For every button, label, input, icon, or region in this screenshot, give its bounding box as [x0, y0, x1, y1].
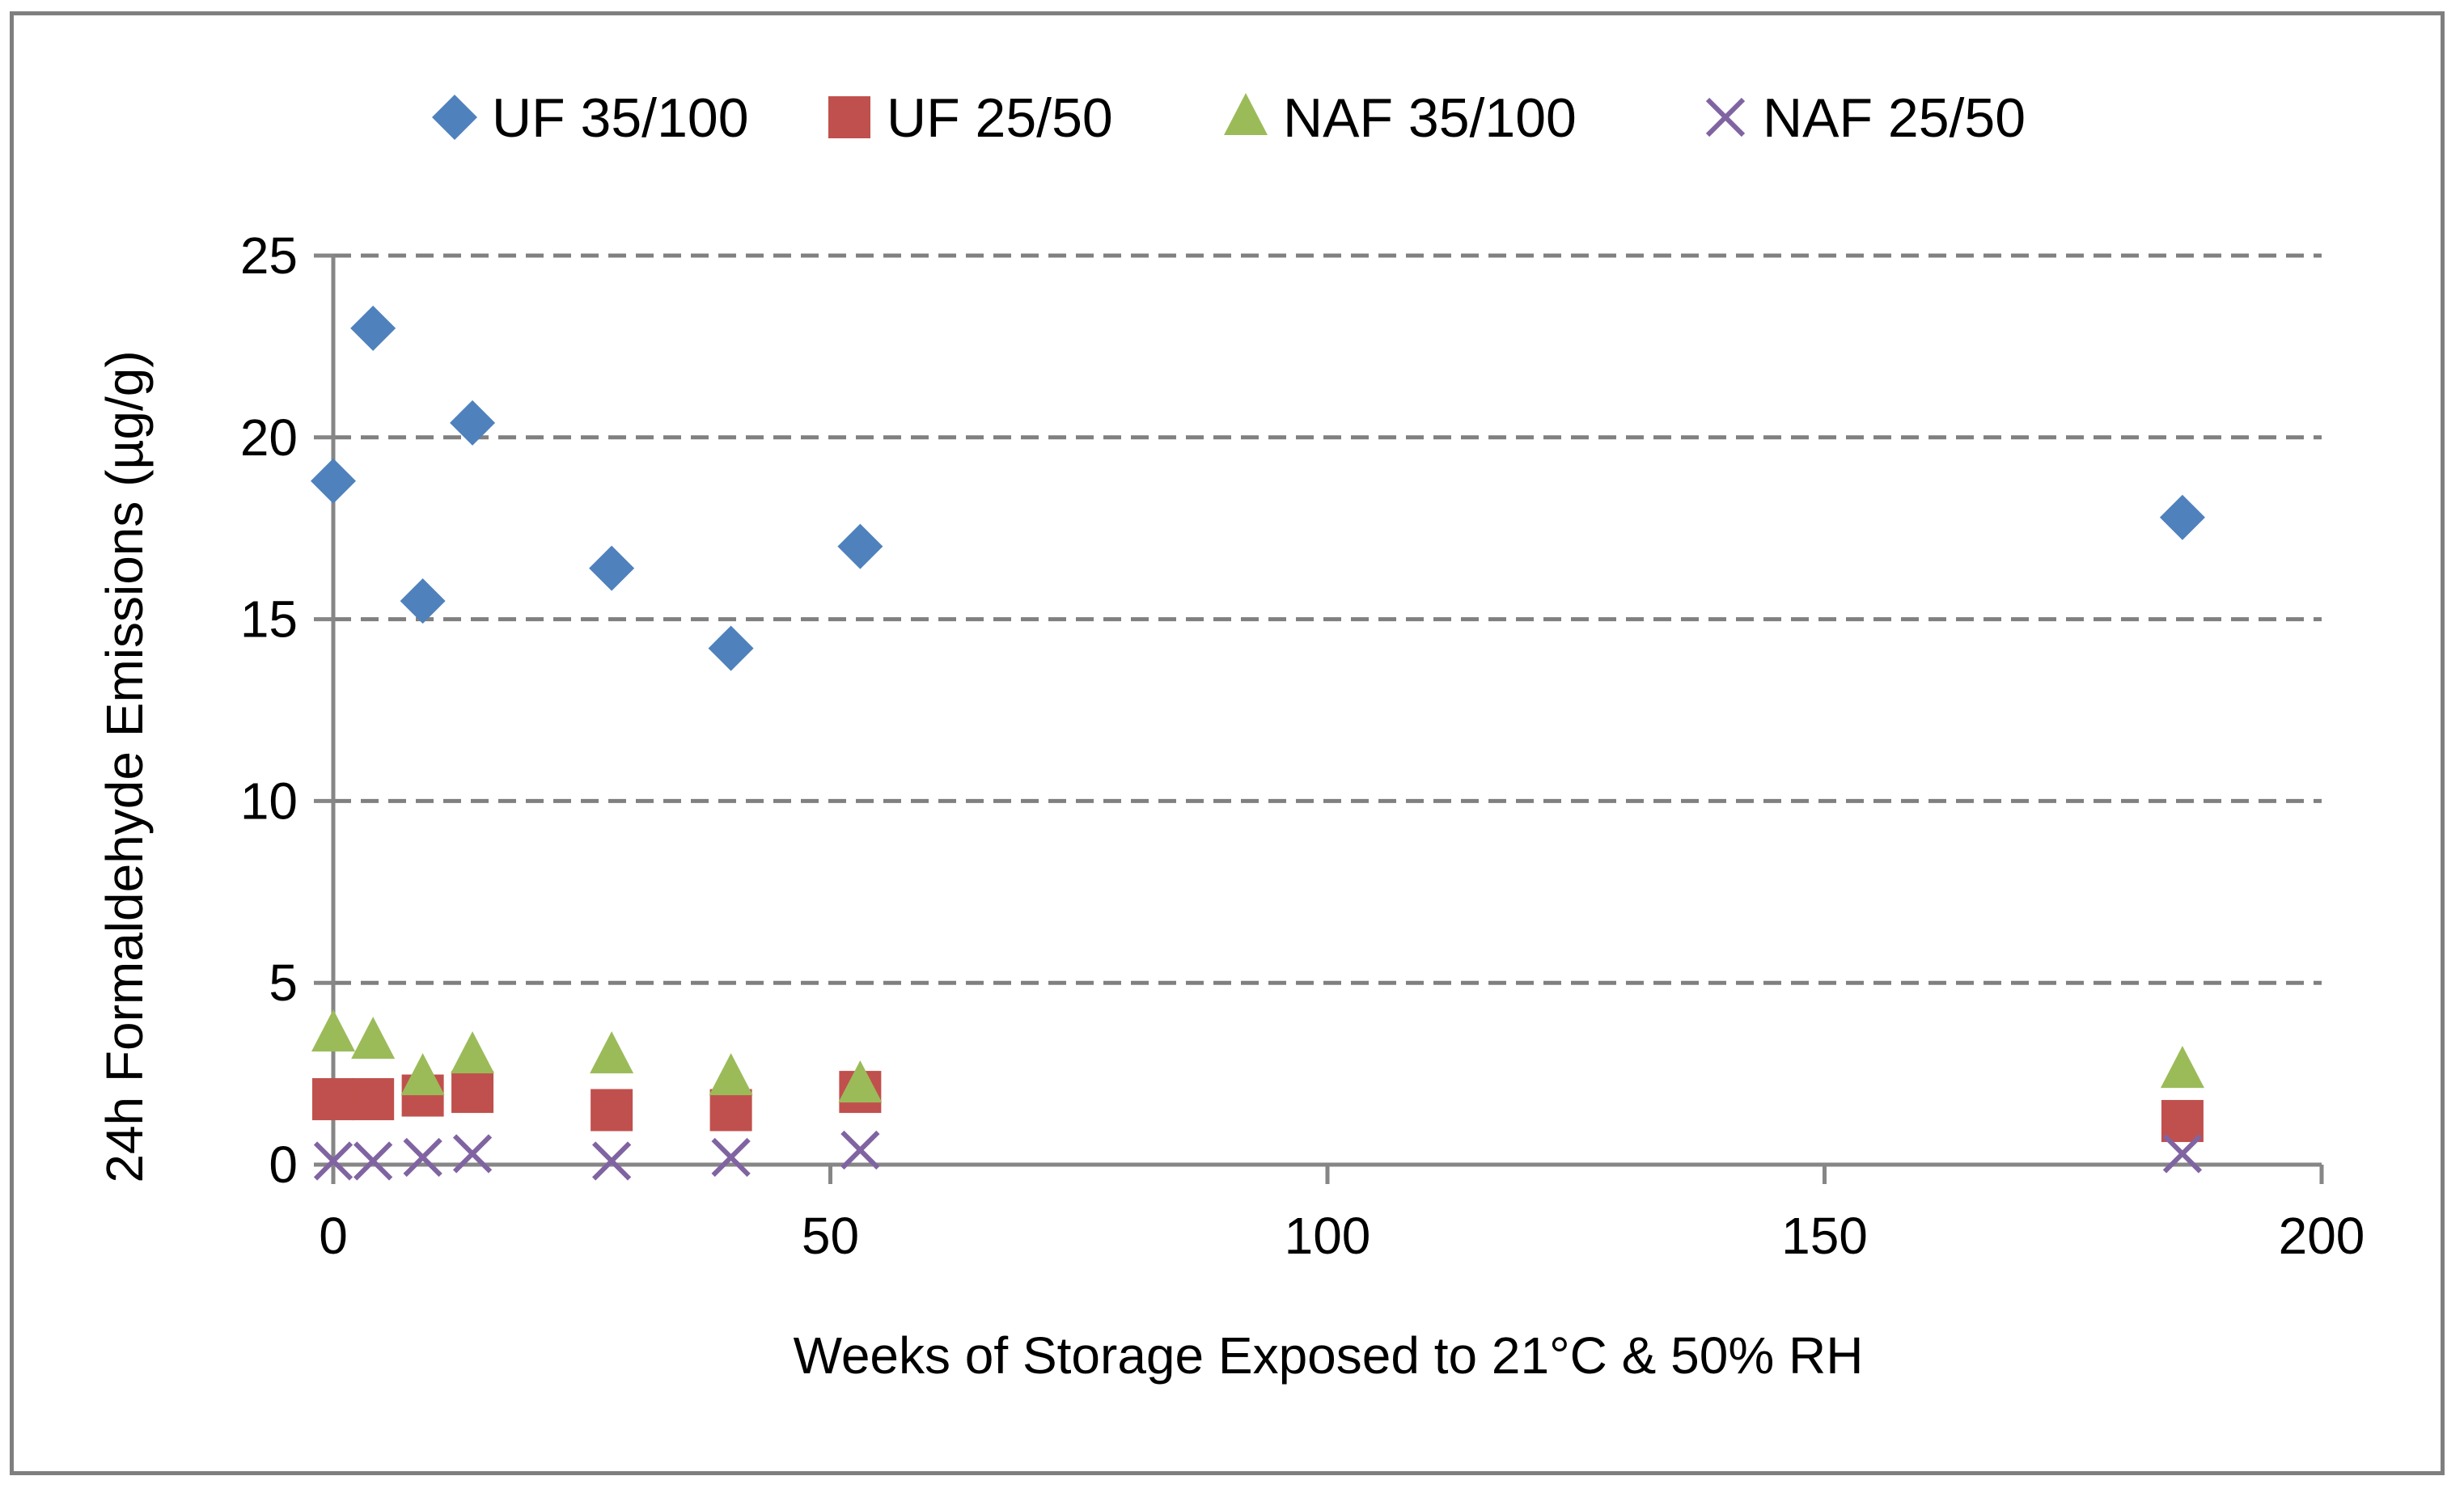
data-point: [450, 400, 496, 446]
data-point: [840, 1130, 880, 1170]
data-point: [451, 1071, 494, 1114]
data-point: [400, 578, 446, 624]
x-tick-label-0: 0: [319, 1207, 348, 1265]
data-point: [352, 1078, 395, 1121]
data-point: [2162, 1134, 2203, 1174]
data-point: [2160, 1046, 2204, 1089]
tick-labels: 0 5 10 15 20 25 0 50 100 150 200: [240, 226, 2365, 1265]
data-point: [708, 625, 754, 671]
data-point: [400, 1053, 445, 1096]
legend-marker-1: [432, 95, 477, 140]
series-uf-25-50: [312, 1071, 2204, 1143]
y-axis-title: 24h Formaldehyde Emissions (µg/g): [95, 350, 154, 1182]
data-point: [311, 1009, 355, 1052]
data-point: [451, 1031, 495, 1074]
data-point: [2159, 494, 2205, 540]
legend-label-2: UF 25/50: [887, 87, 1113, 149]
grid-lines: [333, 253, 2322, 985]
data-point: [313, 1141, 354, 1181]
data-point: [2161, 1100, 2204, 1143]
data-point: [711, 1137, 751, 1178]
legend-label-4: NAF 25/50: [1763, 87, 2026, 149]
legend-marker-2: [828, 96, 870, 138]
data-markers: [311, 305, 2205, 1181]
x-axis-title: Weeks of Storage Exposed to 21°C & 50% R…: [794, 1326, 1864, 1385]
y-tick-label-15: 15: [240, 590, 298, 649]
data-point: [354, 1141, 393, 1181]
data-point: [709, 1053, 753, 1096]
y-tick-label-25: 25: [240, 226, 298, 285]
data-point: [591, 1141, 632, 1181]
legend-marker-3: [1224, 93, 1268, 135]
data-point: [403, 1137, 442, 1178]
data-point: [589, 545, 635, 591]
y-tick-label-20: 20: [240, 408, 298, 467]
series-uf-35-100: [311, 305, 2205, 671]
legend-label-3: NAF 35/100: [1283, 87, 1577, 149]
legend: UF 35/100 UF 25/50 NAF 35/100 NAF 25/50: [432, 87, 2026, 149]
data-point: [312, 1078, 354, 1121]
data-point: [350, 305, 396, 351]
legend-label-1: UF 35/100: [492, 87, 749, 149]
y-tick-label-5: 5: [269, 954, 298, 1012]
legend-marker-4: [1705, 97, 1746, 137]
data-point: [838, 1060, 883, 1103]
series-naf-35-100: [311, 1009, 2204, 1103]
x-tick-label-150: 150: [1781, 1207, 1868, 1265]
y-tick-label-10: 10: [240, 772, 298, 830]
series-naf-25-50: [313, 1130, 2203, 1181]
y-tick-label-0: 0: [269, 1136, 298, 1194]
x-tick-label-100: 100: [1285, 1207, 1371, 1265]
data-point: [351, 1017, 396, 1059]
data-point: [311, 458, 356, 504]
data-point: [452, 1134, 493, 1174]
data-point: [591, 1089, 633, 1131]
x-tick-label-200: 200: [2279, 1207, 2365, 1265]
x-tick-label-50: 50: [802, 1207, 859, 1265]
data-point: [837, 523, 883, 569]
data-point: [709, 1089, 752, 1131]
data-point: [590, 1031, 634, 1074]
